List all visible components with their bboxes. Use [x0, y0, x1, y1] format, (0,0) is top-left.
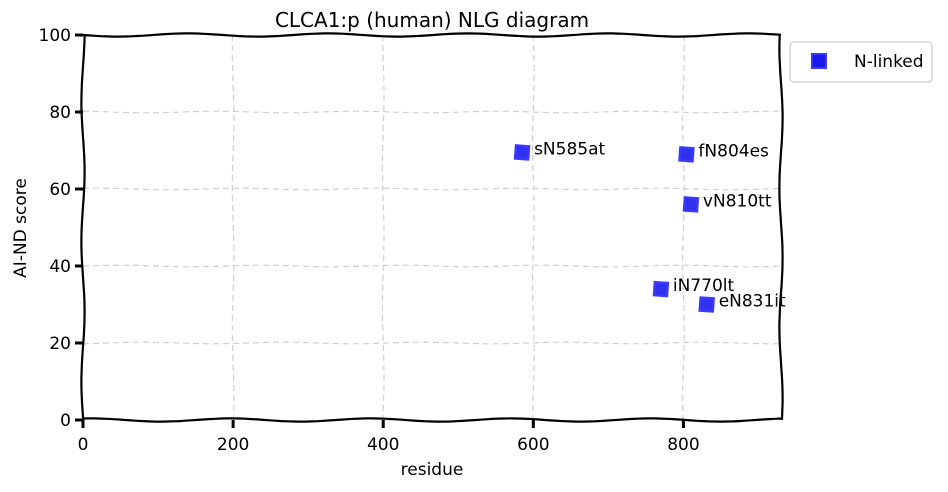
y-tick-label: 40 — [49, 257, 71, 277]
data-point — [698, 296, 715, 313]
grid-line-y — [82, 341, 781, 345]
y-axis-ticks: 0 20 40 60 80 100 — [39, 26, 83, 431]
grid-lines — [82, 34, 782, 421]
plot-frame — [80, 32, 784, 423]
y-tick-label: 80 — [49, 103, 71, 123]
point-label: fN804es — [698, 141, 769, 161]
x-axis-ticks: 0 200 400 600 800 — [78, 420, 700, 455]
y-axis-label: AI-ND score — [11, 178, 31, 278]
x-axis-label: residue — [401, 460, 464, 480]
data-point — [678, 146, 695, 163]
point-label: sN585at — [534, 139, 605, 159]
legend-marker-n-linked — [811, 53, 827, 69]
chart-title: CLCA1:p (human) NLG diagram — [275, 8, 589, 32]
grid-line-x — [381, 34, 385, 421]
y-tick-label: 60 — [49, 180, 71, 200]
x-tick-label: 800 — [667, 435, 699, 455]
y-tick-label: 20 — [49, 334, 71, 354]
data-point — [652, 280, 670, 298]
grid-line-y — [82, 110, 781, 114]
data-point — [513, 144, 531, 161]
point-label: iN770lt — [673, 276, 735, 296]
x-tick-label: 200 — [217, 435, 249, 455]
legend: N-linked — [789, 41, 933, 83]
grid-line-y — [82, 187, 782, 191]
x-tick-label: 600 — [517, 435, 549, 455]
y-tick-label: 100 — [39, 26, 71, 46]
data-point — [682, 196, 700, 213]
legend-box — [789, 41, 933, 83]
data-points — [513, 144, 715, 313]
point-label: vN810tt — [703, 191, 772, 211]
grid-line-x — [531, 34, 535, 421]
grid-line-x — [231, 34, 235, 421]
x-tick-label: 400 — [367, 435, 399, 455]
y-tick-label: 0 — [60, 411, 71, 431]
grid-line-y — [82, 264, 782, 268]
legend-label-n-linked: N-linked — [854, 52, 924, 72]
grid-line-x — [682, 34, 685, 421]
point-label: eN831it — [719, 292, 786, 312]
x-tick-label: 0 — [78, 435, 89, 455]
